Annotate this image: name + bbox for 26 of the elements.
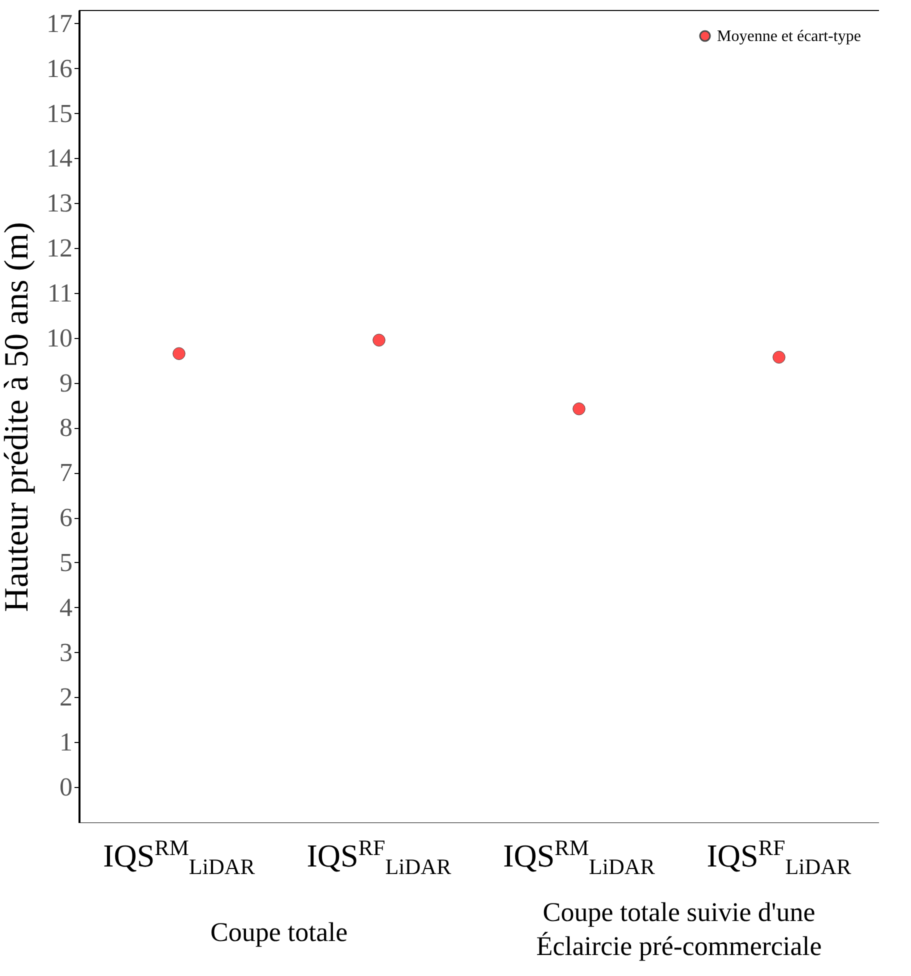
y-tick-label: 0 [60,772,72,802]
text: Coupe totale [209,916,349,949]
text: Coupe totale suivie d'une Éclaircie pré-commerciale [535,896,823,963]
y-tick-label: 2 [60,682,72,712]
y-tick-label: 12 [46,234,72,263]
y-tick-label: 8 [60,413,72,442]
y-tick-label: 3 [60,638,72,667]
y-tick-label: 14 [46,144,72,173]
point [372,334,386,347]
y-tick-label: 16 [46,54,72,83]
y-tick-label: 9 [60,368,72,398]
y-tick-label: 15 [46,98,72,128]
y-tick-label: 11 [47,278,72,308]
y-tick-label: 4 [60,592,72,622]
y-tick-label: 1 [60,728,72,757]
y-tick-label: 10 [46,323,72,352]
y-tick-label: 17 [46,8,72,38]
point [772,350,786,364]
y-tick-label: 6 [60,503,72,532]
y-tick-label: 13 [46,188,72,218]
y-axis-title: Hauteur prédite à 50 ans (m) [0,222,36,612]
legend-label: Moyenne et écart-type [717,28,861,45]
point [172,347,186,360]
y-tick-label: 5 [60,548,72,577]
y-tick-label: 7 [60,458,72,488]
point [572,402,586,416]
